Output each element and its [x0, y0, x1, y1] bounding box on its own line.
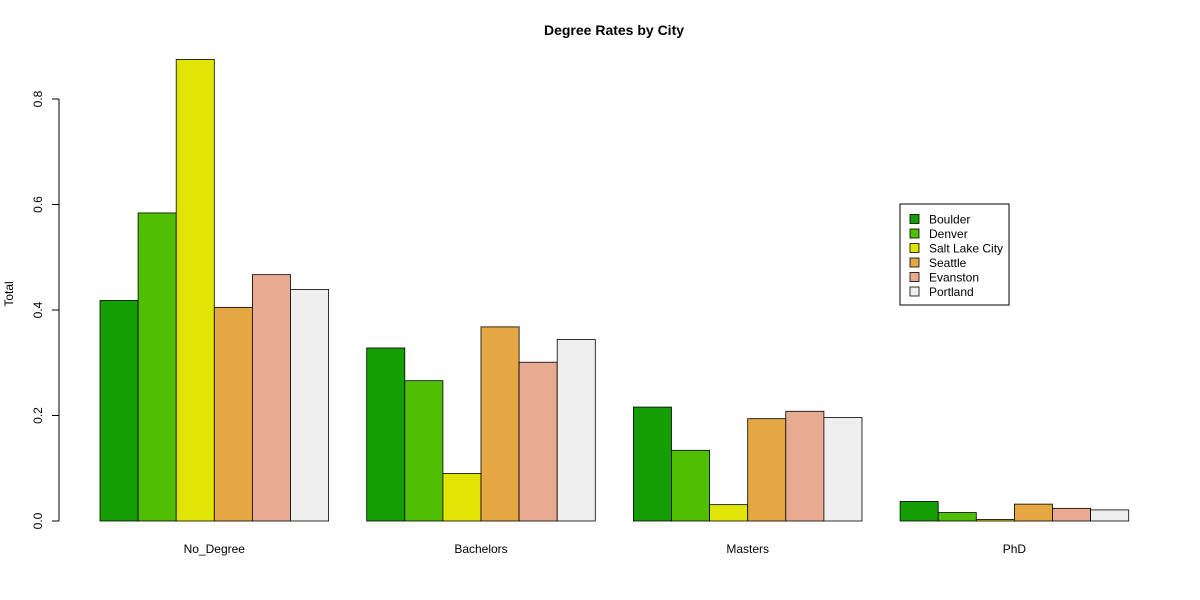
bar [899, 501, 939, 522]
legend-swatch [909, 243, 920, 253]
legend-label: Boulder [929, 212, 970, 226]
legend-swatch [909, 257, 920, 268]
legend-label: Portland [929, 285, 974, 299]
bar [290, 289, 329, 522]
bar [823, 417, 863, 522]
legend-label: Seattle [929, 256, 967, 270]
legend-swatch [909, 286, 920, 297]
bar [937, 512, 977, 522]
bar [442, 473, 482, 522]
bar [556, 339, 596, 522]
bar [975, 519, 1015, 522]
y-tick-label: 0.0 [31, 512, 45, 529]
bar [1014, 503, 1053, 522]
y-tick-label: 0.2 [31, 407, 45, 424]
legend-swatch [909, 228, 920, 239]
bar [99, 300, 139, 522]
legend-label: Denver [929, 227, 968, 241]
y-tick-label: 0.6 [31, 196, 45, 213]
chart-title: Degree Rates by City [544, 22, 684, 38]
bars [99, 59, 1130, 522]
bar [1052, 507, 1091, 522]
bar [1090, 509, 1130, 522]
y-tick-label: 0.4 [31, 301, 45, 318]
bar [518, 361, 558, 522]
bar [747, 418, 787, 522]
x-axis-tick-labels: No_Degree Bachelors Masters PhD [184, 542, 1027, 556]
y-tick-label: 0.8 [31, 90, 45, 107]
y-axis-label: Total [2, 281, 16, 306]
legend-label: Salt Lake City [929, 241, 1003, 255]
bar [671, 449, 710, 522]
x-tick-label: PhD [1003, 542, 1027, 556]
bar [785, 410, 825, 522]
x-tick-label: Masters [726, 542, 769, 556]
bar [175, 59, 215, 522]
x-tick-label: Bachelors [454, 542, 507, 556]
bar [137, 212, 177, 522]
bar [251, 274, 291, 522]
x-tick-label: No_Degree [184, 542, 246, 556]
y-axis: 0.0 0.2 0.4 0.6 0.8 [31, 90, 60, 529]
legend-label: Evanston [929, 270, 979, 284]
bar [366, 347, 406, 522]
bar [404, 380, 444, 522]
legend-swatch [909, 272, 920, 282]
bar [480, 326, 520, 522]
bar [709, 504, 749, 522]
bar [633, 406, 672, 522]
bar [213, 306, 253, 522]
legend-swatch [909, 214, 920, 224]
